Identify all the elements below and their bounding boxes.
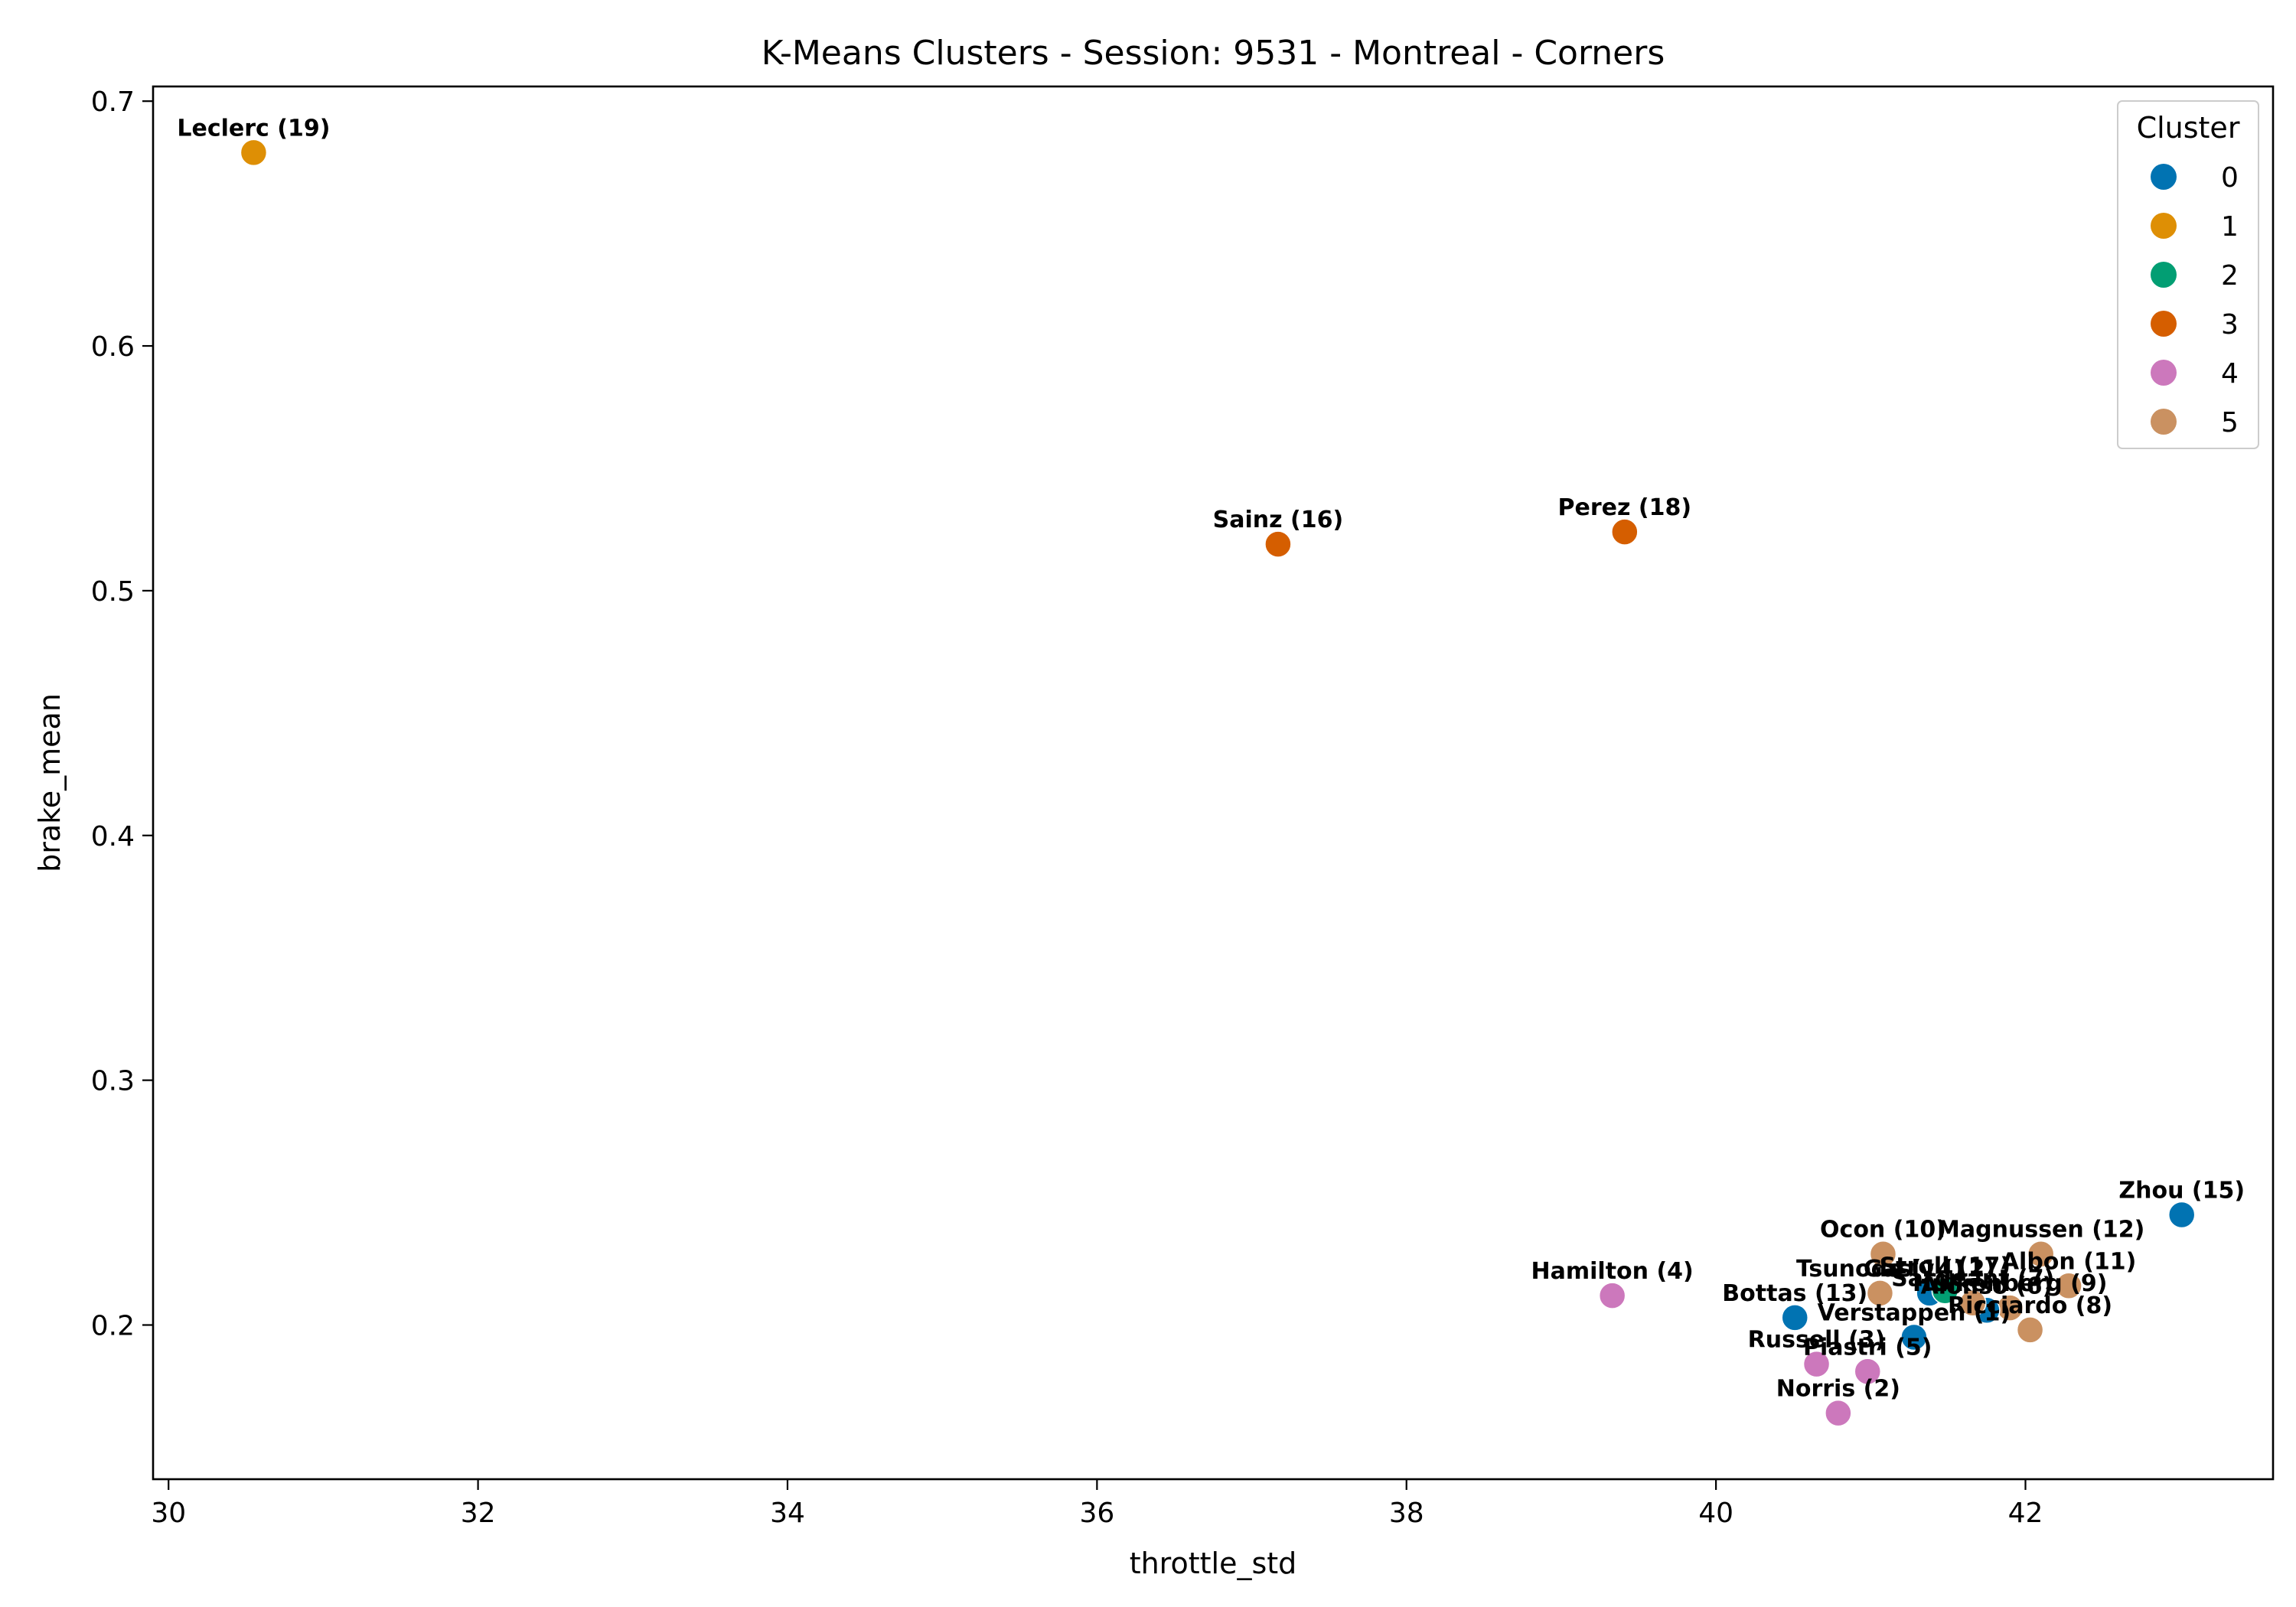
legend: Cluster 0 1 2 3 4 5 xyxy=(2117,100,2259,449)
data-point xyxy=(1781,1304,1808,1332)
y-tick-label: 0.2 xyxy=(91,1310,135,1341)
data-point xyxy=(2016,1316,2044,1344)
x-axis-label: throttle_std xyxy=(1130,1547,1297,1580)
chart-title: K-Means Clusters - Session: 9531 - Montr… xyxy=(762,34,1665,73)
legend-marker xyxy=(2151,262,2177,288)
point-label: Perez (18) xyxy=(1558,494,1692,521)
data-point xyxy=(1959,1289,1987,1317)
legend-label: 4 xyxy=(2221,358,2239,390)
point-label: Albon (11) xyxy=(2001,1248,2137,1275)
plot-frame xyxy=(152,85,2275,1481)
y-tick-label: 0.6 xyxy=(91,331,135,363)
legend-label: 3 xyxy=(2221,309,2239,341)
point-label: Ocon (10) xyxy=(1820,1217,1946,1244)
point-label: Alonso (6) xyxy=(1921,1273,2053,1299)
point-label: Sargeant (7) xyxy=(1891,1266,2054,1292)
data-point xyxy=(1866,1279,1894,1307)
point-label: Hamilton (4) xyxy=(1531,1258,1694,1285)
data-point xyxy=(1869,1240,1897,1268)
legend-marker xyxy=(2151,213,2177,239)
legend-marker xyxy=(2151,360,2177,386)
x-tick-label: 34 xyxy=(770,1498,805,1529)
point-label: Zhou (15) xyxy=(2118,1178,2245,1204)
y-tick-label: 0.3 xyxy=(91,1066,135,1097)
point-label: Russell (3) xyxy=(1748,1327,1886,1354)
data-point xyxy=(2055,1272,2082,1300)
data-point xyxy=(1825,1399,1852,1427)
x-tick-label: 36 xyxy=(1079,1498,1114,1529)
y-tick-label: 0.7 xyxy=(91,86,135,118)
data-point xyxy=(1611,518,1639,546)
legend-label: 1 xyxy=(2221,211,2239,243)
data-point xyxy=(1900,1323,1928,1351)
legend-entries: 0 1 2 3 4 5 xyxy=(2151,162,2239,438)
legend-marker xyxy=(2151,164,2177,190)
x-tick-label: 42 xyxy=(2008,1498,2043,1529)
data-point xyxy=(240,139,268,167)
legend-label: 0 xyxy=(2221,162,2239,194)
point-label: Magnussen (12) xyxy=(1937,1217,2144,1244)
data-point xyxy=(1931,1276,1959,1305)
data-point xyxy=(2167,1201,2196,1229)
point-label: Norris (2) xyxy=(1776,1376,1900,1403)
y-tick-label: 0.4 xyxy=(91,821,135,852)
data-point xyxy=(1854,1358,1882,1386)
legend-marker xyxy=(2151,311,2177,337)
point-label: Sainz (16) xyxy=(1213,507,1344,533)
data-point xyxy=(2027,1240,2055,1268)
data-point xyxy=(1598,1282,1626,1309)
data-points xyxy=(240,139,2196,1427)
data-point xyxy=(1802,1350,1831,1378)
legend-frame xyxy=(2117,100,2259,449)
data-point xyxy=(1264,530,1292,558)
x-tick-label: 40 xyxy=(1698,1498,1733,1529)
point-label: Bottas (13) xyxy=(1722,1280,1867,1307)
point-label: Gasly (12) xyxy=(1864,1256,1995,1283)
point-label: Piastri (5) xyxy=(1803,1334,1932,1361)
legend-label: 5 xyxy=(2221,407,2239,438)
point-label: Ricciardo (8) xyxy=(1948,1292,2112,1319)
y-axis-ticks: 0.2 0.3 0.4 0.5 0.6 0.7 xyxy=(91,86,153,1341)
legend-title: Cluster xyxy=(2137,111,2240,145)
point-label: Hulkenberg (9) xyxy=(1913,1270,2107,1297)
legend-marker xyxy=(2151,409,2177,435)
point-label: Stroll (17) xyxy=(1880,1253,2011,1280)
x-tick-label: 30 xyxy=(151,1498,186,1529)
y-axis-label: brake_mean xyxy=(33,693,67,872)
point-labels: Leclerc (19) Sainz (16) Perez (18) Zhou (15… xyxy=(177,115,2245,1402)
point-label: Tsunoda (14) xyxy=(1796,1256,1964,1283)
x-tick-label: 32 xyxy=(461,1498,496,1529)
point-label: Verstappen (1) xyxy=(1818,1299,2011,1326)
legend-label: 2 xyxy=(2221,260,2239,292)
point-label: Leclerc (19) xyxy=(177,115,330,142)
x-tick-label: 38 xyxy=(1389,1498,1424,1529)
y-tick-label: 0.5 xyxy=(91,576,135,608)
x-axis-ticks: 30 32 34 36 38 40 42 xyxy=(151,1479,2043,1529)
